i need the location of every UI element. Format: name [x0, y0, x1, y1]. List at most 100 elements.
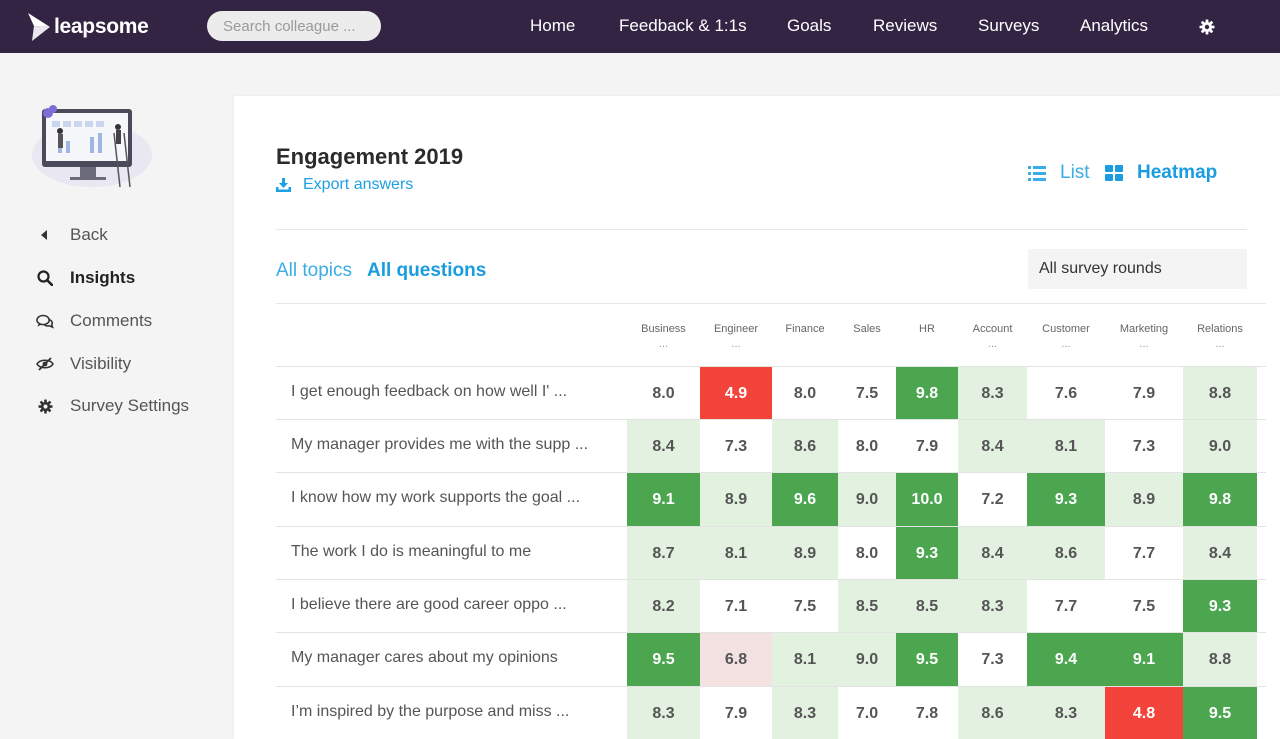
heatmap-cell[interactable]: 8.6 [772, 420, 838, 473]
heatmap-cell[interactable]: 7.5 [772, 580, 838, 633]
heatmap-cell[interactable]: 8.4 [1183, 527, 1257, 580]
search-colleague-input[interactable] [207, 11, 381, 41]
question-label[interactable]: My manager cares about my opinions [291, 649, 558, 666]
heatmap-cell[interactable]: 9.8 [1183, 473, 1257, 526]
heatmap-cell[interactable]: 8.6 [1027, 527, 1105, 580]
heatmap-cell[interactable]: 8.0 [838, 420, 896, 473]
heatmap-cell[interactable]: 7.9 [896, 420, 958, 473]
heatmap-cell[interactable]: 8.3 [1027, 687, 1105, 739]
column-header-finance[interactable]: Finance [772, 322, 838, 337]
heatmap-cell[interactable]: 7.5 [1105, 580, 1183, 633]
nav-home[interactable]: Home [530, 16, 576, 35]
tab-all-questions[interactable]: All questions [367, 260, 487, 281]
heatmap-cell[interactable]: 9.0 [1183, 420, 1257, 473]
heatmap-cell[interactable]: 8.6 [958, 687, 1027, 739]
heatmap-cell[interactable]: 7.3 [958, 633, 1027, 686]
heatmap-cell[interactable]: 8.8 [1183, 367, 1257, 420]
heatmap-cell[interactable]: 8.4 [627, 420, 700, 473]
heatmap-cell[interactable]: 4.8 [1105, 687, 1183, 739]
heatmap-cell[interactable]: 7.7 [1027, 580, 1105, 633]
nav-analytics[interactable]: Analytics [1080, 16, 1149, 35]
heatmap-cell[interactable]: 9.1 [627, 473, 700, 526]
heatmap-cell[interactable]: 8.5 [838, 580, 896, 633]
heatmap-cell[interactable]: 7.8 [896, 687, 958, 739]
heatmap-cell[interactable]: 7.6 [1027, 367, 1105, 420]
heatmap-cell[interactable]: 7.9 [1105, 367, 1183, 420]
gear-icon[interactable] [1199, 19, 1215, 35]
sidebar-item-survey-settings[interactable]: Survey Settings [36, 394, 189, 418]
heatmap-cell[interactable]: 8.3 [627, 687, 700, 739]
heatmap-cell[interactable]: 7.3 [1105, 420, 1183, 473]
heatmap-cell[interactable]: 9.8 [896, 367, 958, 420]
heatmap-cell[interactable]: 7.2 [958, 473, 1027, 526]
column-header-marketing[interactable]: Marketing... [1105, 322, 1183, 352]
column-header-engineer[interactable]: Engineer... [700, 322, 772, 352]
column-header-customer[interactable]: Customer... [1027, 322, 1105, 352]
heatmap-cell[interactable]: 8.3 [958, 367, 1027, 420]
sidebar-item-insights[interactable]: Insights [36, 266, 135, 290]
column-header-sales[interactable]: Sales [838, 322, 896, 337]
divider [276, 229, 1247, 230]
heatmap-cell[interactable]: 9.0 [838, 473, 896, 526]
heatmap-cell[interactable]: 10.0 [896, 473, 958, 526]
heatmap-cell[interactable]: 4.9 [700, 367, 772, 420]
nav-goals[interactable]: Goals [787, 16, 832, 35]
heatmap-cell[interactable]: 6.8 [700, 633, 772, 686]
heatmap-cell[interactable]: 8.3 [772, 687, 838, 739]
heatmap-cell[interactable]: 8.1 [772, 633, 838, 686]
question-label[interactable]: My manager provides me with the supp ... [291, 436, 589, 453]
heatmap-cell[interactable]: 9.5 [896, 633, 958, 686]
column-header-business[interactable]: Business... [627, 322, 700, 352]
question-label[interactable]: The work I do is meaningful to me [291, 543, 532, 560]
heatmap-cell[interactable]: 9.0 [838, 633, 896, 686]
heatmap-cell[interactable]: 9.3 [1183, 580, 1257, 633]
column-header-relations[interactable]: Relations... [1183, 322, 1257, 352]
heatmap-cell[interactable]: 8.0 [772, 367, 838, 420]
heatmap-cell[interactable]: 8.3 [958, 580, 1027, 633]
heatmap-cell[interactable]: 8.9 [1105, 473, 1183, 526]
sidebar-item-comments[interactable]: Comments [36, 309, 152, 333]
column-header-account[interactable]: Account... [958, 322, 1027, 352]
view-list-toggle[interactable]: List [1028, 162, 1090, 184]
heatmap-cell[interactable]: 7.9 [700, 687, 772, 739]
question-label[interactable]: I get enough feedback on how well I' ... [291, 383, 568, 400]
heatmap-cell[interactable]: 8.0 [627, 367, 700, 420]
heatmap-cell[interactable]: 9.1 [1105, 633, 1183, 686]
heatmap-cell[interactable]: 8.9 [772, 527, 838, 580]
heatmap-cell[interactable]: 9.4 [1027, 633, 1105, 686]
heatmap-cell[interactable]: 9.5 [1183, 687, 1257, 739]
heatmap-cell[interactable]: 8.8 [1183, 633, 1257, 686]
heatmap-cell[interactable]: 8.9 [700, 473, 772, 526]
question-label[interactable]: I believe there are good career oppo ... [291, 596, 567, 613]
heatmap-cell[interactable]: 8.1 [700, 527, 772, 580]
sidebar-item-visibility[interactable]: Visibility [36, 352, 131, 376]
leapsome-logo[interactable]: leapsome [26, 11, 149, 43]
heatmap-cell[interactable]: 9.3 [1027, 473, 1105, 526]
view-heatmap-toggle[interactable]: Heatmap [1105, 162, 1217, 184]
nav-surveys[interactable]: Surveys [978, 16, 1040, 35]
heatmap-cell[interactable]: 8.0 [838, 527, 896, 580]
heatmap-cell[interactable]: 8.4 [958, 420, 1027, 473]
nav-reviews[interactable]: Reviews [873, 16, 938, 35]
heatmap-cell[interactable]: 7.7 [1105, 527, 1183, 580]
heatmap-cell[interactable]: 7.0 [838, 687, 896, 739]
heatmap-cell[interactable]: 8.1 [1027, 420, 1105, 473]
heatmap-cell[interactable]: 8.4 [958, 527, 1027, 580]
heatmap-cell[interactable]: 8.5 [896, 580, 958, 633]
heatmap-cell[interactable]: 9.3 [896, 527, 958, 580]
tab-all-topics[interactable]: All topics [276, 260, 353, 281]
question-label[interactable]: I know how my work supports the goal ... [291, 489, 581, 506]
question-label[interactable]: I’m inspired by the purpose and miss ... [291, 703, 570, 720]
heatmap-cell[interactable]: 8.7 [627, 527, 700, 580]
nav-feedback[interactable]: Feedback & 1:1s [619, 16, 747, 35]
heatmap-cell[interactable]: 9.6 [772, 473, 838, 526]
column-header-hr[interactable]: HR [896, 322, 958, 337]
export-answers-link[interactable]: Export answers [276, 176, 413, 194]
heatmap-cell[interactable]: 9.5 [627, 633, 700, 686]
heatmap-cell[interactable]: 7.5 [838, 367, 896, 420]
sidebar-item-back[interactable]: Back [36, 223, 108, 247]
heatmap-cell[interactable]: 8.2 [627, 580, 700, 633]
heatmap-cell[interactable]: 7.3 [700, 420, 772, 473]
heatmap-cell[interactable]: 7.1 [700, 580, 772, 633]
survey-rounds-select[interactable]: All survey rounds [1028, 249, 1247, 289]
